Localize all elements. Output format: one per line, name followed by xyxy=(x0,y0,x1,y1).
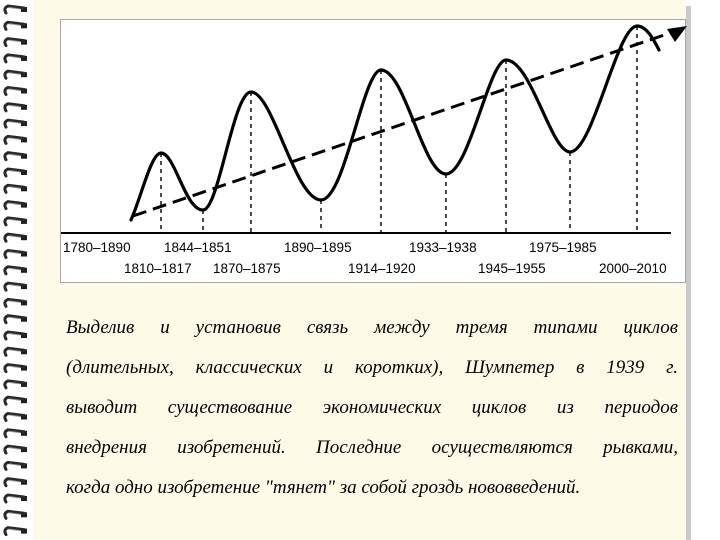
binding-ring xyxy=(3,167,27,178)
binding-ring xyxy=(3,314,27,325)
binding-ring xyxy=(3,509,27,520)
binding-ring xyxy=(3,411,27,422)
binding-ring xyxy=(3,460,27,471)
binding-ring xyxy=(3,134,27,145)
axis-label-top: 1844–1851 xyxy=(164,240,232,255)
binding-ring xyxy=(3,379,27,390)
paragraph-line: когда одно изобретение "тянет" за собой … xyxy=(66,477,581,498)
axis-label-top: 1780–1890 xyxy=(63,240,131,255)
binding-ring xyxy=(3,363,27,374)
binding-ring xyxy=(3,265,27,276)
paragraph-line: выводит существование экономических цикл… xyxy=(66,397,678,418)
binding-ring xyxy=(3,37,27,48)
binding-ring xyxy=(3,20,27,31)
axis-label-bottom: 1870–1875 xyxy=(213,261,281,276)
axis-label-bottom: 1810–1817 xyxy=(124,261,192,276)
trend-line xyxy=(132,30,674,218)
binding-ring xyxy=(3,4,27,15)
cycle-curve xyxy=(129,24,661,222)
axis-label-top: 1975–1985 xyxy=(529,240,597,255)
binding-ring xyxy=(3,85,27,96)
axis-label-top: 1933–1938 xyxy=(409,240,477,255)
axis-label-top: 1890–1895 xyxy=(284,240,352,255)
binding-ring xyxy=(3,53,27,64)
binding-ring xyxy=(3,395,27,406)
binding-ring xyxy=(3,216,27,227)
binding-ring xyxy=(3,297,27,308)
binding-ring xyxy=(3,232,27,243)
binding-ring xyxy=(3,200,27,211)
binding-ring xyxy=(3,346,27,357)
binding-ring xyxy=(3,526,27,537)
binding-ring xyxy=(3,428,27,439)
notebook-binding xyxy=(3,4,27,537)
trend-arrowhead xyxy=(667,26,687,42)
peak-markers xyxy=(160,26,638,233)
binding-ring xyxy=(3,183,27,194)
paragraph-line: Выделив и установив связь между тремя ти… xyxy=(66,317,678,338)
paragraph-line: (длительных, классических и коротких), Ш… xyxy=(66,357,678,378)
binding-ring xyxy=(3,444,27,455)
page-shadow xyxy=(686,6,691,540)
binding-ring xyxy=(3,281,27,292)
binding-ring xyxy=(3,248,27,259)
binding-ring xyxy=(3,493,27,504)
binding-ring xyxy=(3,477,27,488)
binding-ring xyxy=(3,69,27,80)
binding-ring xyxy=(3,330,27,341)
axis-label-bottom: 1914–1920 xyxy=(348,261,416,276)
paragraph-line: внедрения изобретений. Последние осущест… xyxy=(66,437,678,458)
binding-ring xyxy=(3,151,27,162)
description-paragraph: Выделив и установив связь между тремя ти… xyxy=(66,308,678,508)
axis-label-bottom: 2000–2010 xyxy=(599,261,667,276)
cycles-diagram-svg: 1780–1890 1844–1851 1890–1895 1933–1938 … xyxy=(61,24,687,276)
binding-ring xyxy=(3,102,27,113)
binding-ring xyxy=(3,118,27,129)
cycles-diagram: 1780–1890 1844–1851 1890–1895 1933–1938 … xyxy=(60,19,687,283)
axis-label-bottom: 1945–1955 xyxy=(478,261,546,276)
axis-labels: 1780–1890 1844–1851 1890–1895 1933–1938 … xyxy=(63,240,667,276)
